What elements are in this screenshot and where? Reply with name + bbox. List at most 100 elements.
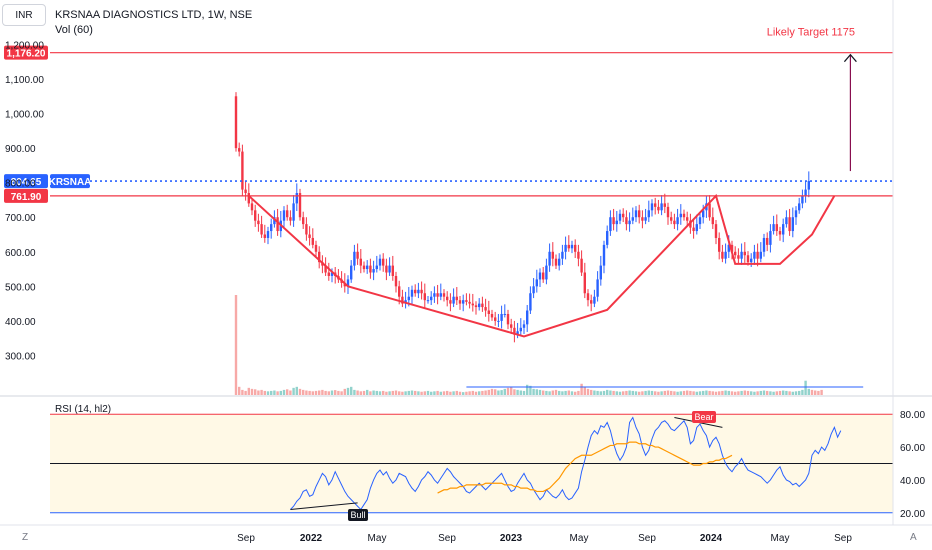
volume-bar — [593, 390, 596, 395]
volume-bar — [689, 390, 692, 395]
candle-body — [455, 296, 458, 301]
candle-body — [234, 96, 238, 149]
last-price-label: 804.65 — [11, 177, 42, 188]
candle-body — [529, 293, 532, 311]
candle-body — [574, 244, 577, 252]
volume-bar — [814, 390, 817, 395]
volume-bar — [234, 295, 238, 395]
bear-badge-bg — [692, 411, 716, 423]
x-tick-label: Sep — [834, 533, 852, 544]
volume-bar — [602, 390, 606, 395]
candle-body — [734, 251, 737, 256]
candle-body — [401, 296, 404, 304]
volume-bar — [574, 391, 577, 395]
candle-body — [314, 244, 318, 252]
candle-body — [465, 300, 468, 302]
candle-body — [807, 181, 810, 190]
candle-body — [631, 217, 634, 221]
candle-body — [542, 272, 545, 280]
candle-body — [468, 301, 471, 304]
candle-body — [430, 296, 433, 301]
volume-bar — [391, 390, 394, 395]
volume-bar — [263, 390, 266, 395]
candle-body — [458, 300, 462, 304]
candle-body — [756, 251, 759, 259]
candle-body — [785, 217, 788, 225]
candle-body — [638, 210, 641, 218]
candle-body — [759, 251, 762, 259]
volume-bar — [311, 391, 314, 395]
volume-bar — [394, 390, 398, 395]
volume-bar — [753, 391, 756, 395]
volume-bar — [414, 390, 417, 395]
candle-body — [782, 224, 785, 235]
auto-scale-button[interactable]: A — [910, 532, 917, 543]
volume-bar — [820, 389, 823, 395]
y-tick-label: 300.00 — [5, 351, 36, 362]
volume-bar — [250, 388, 254, 395]
candle-body — [359, 258, 362, 266]
volume-bar — [516, 389, 519, 395]
volume-bar — [337, 390, 340, 395]
volume-bar — [769, 391, 772, 395]
candle-body — [743, 251, 746, 256]
volume-bar — [487, 389, 490, 395]
symbol-label-bg — [50, 174, 90, 189]
volume-bar — [698, 391, 702, 395]
volume-bar — [266, 391, 270, 395]
candle-body — [548, 251, 551, 266]
candle-body — [366, 265, 369, 270]
currency-button[interactable]: INR — [2, 4, 46, 26]
candle-body — [692, 227, 695, 232]
volume-bar — [586, 388, 590, 395]
volume-bar — [570, 391, 574, 395]
candle-body — [503, 313, 506, 315]
candle-body — [298, 193, 302, 218]
volume-bar — [362, 390, 366, 395]
volume-bar — [327, 391, 330, 395]
volume-bar — [308, 390, 311, 395]
volume-bar — [660, 391, 663, 395]
candle-body — [292, 203, 295, 221]
volume-bar — [702, 390, 705, 395]
candle-body — [708, 203, 711, 218]
volume-bar — [462, 392, 465, 395]
volume-bar — [551, 390, 554, 395]
volume-bar — [596, 390, 599, 395]
rsi-y-tick-label: 40.00 — [900, 476, 925, 487]
volume-bar — [670, 390, 673, 395]
candle-body — [327, 272, 330, 276]
candle-body — [721, 251, 724, 259]
candle-body — [724, 251, 727, 259]
candle-body — [302, 217, 305, 225]
candle-body — [238, 148, 241, 152]
timezone-button[interactable]: Z — [22, 532, 29, 543]
candle-body — [660, 203, 663, 211]
candle-body — [254, 210, 257, 221]
volume-bar — [295, 386, 298, 395]
candle-body — [590, 300, 593, 304]
candle-body — [545, 265, 548, 280]
candle-body — [263, 234, 266, 238]
candle-body — [606, 231, 609, 245]
volume-bar — [506, 387, 510, 395]
volume-bar — [730, 391, 734, 395]
volume-bar — [817, 390, 820, 395]
candle-body — [730, 244, 734, 252]
candle-body — [295, 193, 298, 204]
volume-bar — [436, 390, 439, 395]
volume-bar — [577, 390, 580, 395]
volume-bar — [714, 391, 718, 395]
volume-bar — [372, 390, 375, 395]
volume-bar — [663, 390, 666, 395]
volume-bar — [622, 391, 625, 395]
candle-body — [602, 244, 606, 266]
volume-bar — [359, 391, 362, 395]
candle-body — [772, 224, 775, 232]
candle-body — [487, 310, 490, 314]
volume-bar — [644, 390, 647, 395]
volume-bar — [692, 391, 695, 395]
candle-body — [388, 265, 391, 273]
volume-bar — [718, 391, 721, 395]
